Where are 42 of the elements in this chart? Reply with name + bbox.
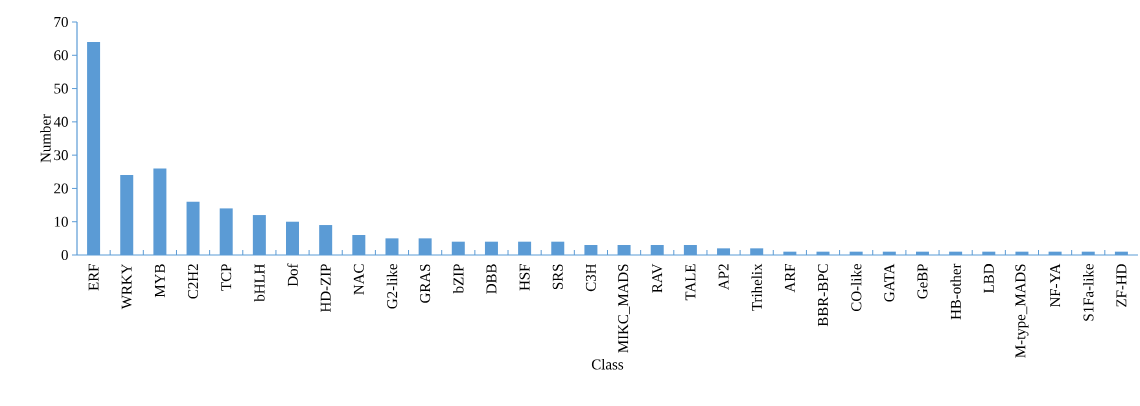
x-tick-label: C3H <box>585 263 596 292</box>
x-tick-label: SRS <box>552 264 563 290</box>
y-tick-label: 10 <box>54 216 68 227</box>
x-tick-label: DBB <box>486 264 497 294</box>
x-tick-label: TALE <box>685 264 696 301</box>
x-tick-label: AP2 <box>718 264 729 290</box>
x-tick-label: S1Fa-like <box>1083 264 1094 321</box>
x-tick-label: GRAS <box>420 264 431 303</box>
x-tick-label: LBD <box>983 264 994 293</box>
y-axis-title: Number <box>40 114 51 163</box>
x-tick-label: G2-like <box>386 264 398 309</box>
y-tick-label: 70 <box>54 16 68 28</box>
y-tick-label: 30 <box>54 150 68 161</box>
x-tick-label: Trihelix <box>751 263 762 311</box>
x-tick-label: NAC <box>353 264 364 295</box>
y-tick-label: 40 <box>53 116 68 127</box>
x-tick-label: RAV <box>652 263 663 293</box>
x-tick-label: MYB <box>154 264 165 298</box>
x-axis-title: Class <box>591 359 624 370</box>
y-tick-label: 20 <box>54 183 68 194</box>
x-tick-label: M-type_MADS <box>1015 264 1029 358</box>
x-tick-label: C2H2 <box>188 264 199 299</box>
y-tick-label: 50 <box>54 83 68 94</box>
x-tick-label: WRKY <box>121 263 132 310</box>
x-tick-label: CO-like <box>850 264 862 312</box>
y-tick-label: 0 <box>61 249 68 261</box>
y-tick-label: 60 <box>54 50 68 61</box>
x-tick-label: HSF <box>519 264 530 291</box>
x-tick-label: ZF-HD <box>1116 264 1127 307</box>
x-tick-label: Dof <box>287 263 298 287</box>
x-tick-label: HD-ZIP <box>320 264 331 313</box>
x-tick-label: bZIP <box>453 264 464 294</box>
x-tick-label: HB-other <box>950 263 961 320</box>
x-tick-label: bHLH <box>254 263 265 302</box>
x-tick-label: GATA <box>884 263 895 302</box>
x-tick-label: ERF <box>88 264 99 291</box>
x-tick-label: TCP <box>221 264 232 291</box>
x-tick-label: NF-YA <box>1050 263 1061 308</box>
x-tick-label: MIKC_MADS <box>618 264 630 353</box>
x-tick-label: GeBP <box>917 264 928 299</box>
x-tick-label: ARF <box>784 264 795 293</box>
x-tick-label: BBR-BPC <box>817 264 829 327</box>
